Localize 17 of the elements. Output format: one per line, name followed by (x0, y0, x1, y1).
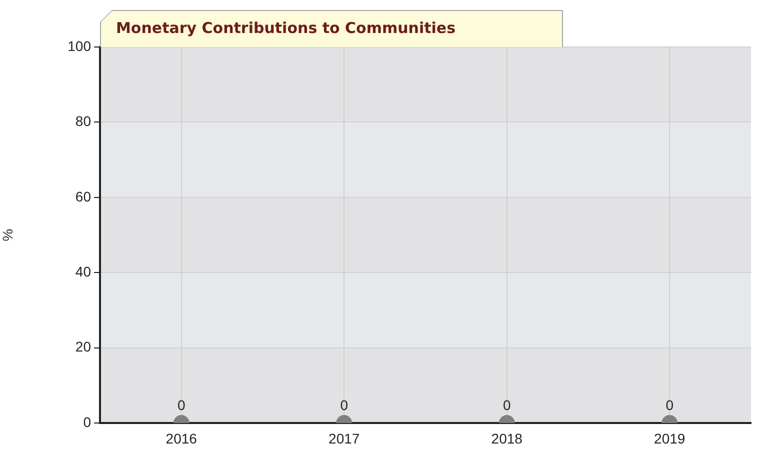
x-tick-label: 2017 (328, 430, 360, 446)
y-tick-label: 100 (68, 38, 92, 54)
y-tick-label: 40 (75, 263, 92, 280)
y-tick-label: 80 (75, 113, 92, 130)
y-tick-label: 0 (83, 414, 92, 430)
x-tick-label: 2016 (166, 430, 198, 446)
y-axis-title: % (0, 228, 16, 242)
y-tick-label: 60 (75, 188, 92, 204)
data-label: 0 (666, 396, 674, 413)
data-label: 0 (502, 396, 511, 413)
chart-title: Monetary Contributions to Communities (116, 19, 456, 37)
x-tick-label: 2018 (491, 430, 523, 446)
data-label: 0 (177, 396, 186, 413)
y-tick-label: 20 (75, 338, 92, 355)
title-tab: Monetary Contributions to Communities (100, 10, 563, 47)
x-tick-label: 2019 (654, 430, 686, 446)
data-label: 0 (340, 396, 348, 413)
